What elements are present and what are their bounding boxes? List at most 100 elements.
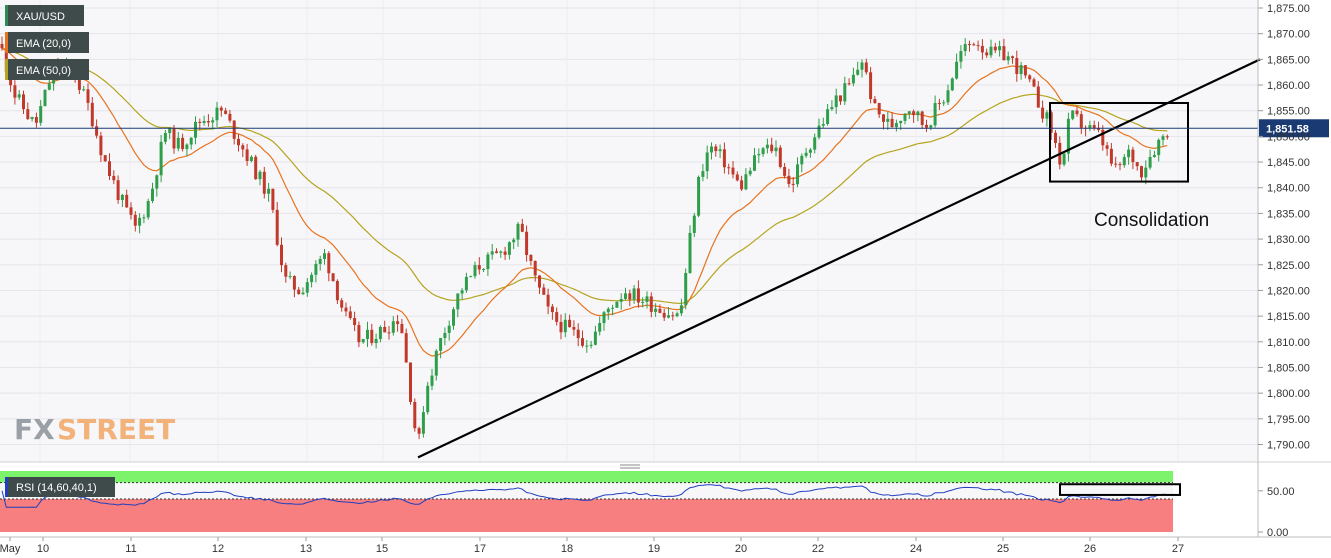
candle-body: [1161, 136, 1165, 140]
candle-body: [787, 175, 791, 184]
candle-body: [611, 307, 615, 309]
candle-body: [383, 326, 387, 333]
candle-body: [525, 231, 529, 256]
legend-rsi[interactable]: RSI (14,60,40,1): [5, 477, 115, 497]
candle-body: [39, 106, 43, 123]
candle-body: [972, 44, 976, 46]
candle-body: [361, 339, 365, 343]
candle-body: [1079, 114, 1083, 128]
candle-body: [808, 149, 812, 153]
y-tick-label: 1,825.00: [1267, 260, 1310, 272]
candle-body: [843, 83, 847, 102]
y-tick-label: 1,795.00: [1267, 414, 1310, 426]
candle-body: [963, 44, 967, 52]
candle-body: [168, 128, 172, 133]
legend-ema-50[interactable]: EMA (50,0): [5, 59, 89, 80]
candle-body: [327, 253, 331, 274]
y-tick-label: 1,820.00: [1267, 285, 1310, 297]
candle-body: [30, 117, 34, 120]
candle-body: [619, 298, 623, 302]
candle-body: [718, 149, 722, 152]
candle-body: [555, 312, 559, 322]
candle-body: [826, 109, 830, 124]
candle-body: [486, 254, 490, 270]
legend-ema-20[interactable]: EMA (20,0): [5, 32, 89, 53]
candle-body: [937, 103, 941, 105]
y-tick-label: 1,870.00: [1267, 29, 1310, 41]
candle-body: [90, 102, 94, 127]
candle-body: [679, 305, 683, 314]
candle-body: [1088, 125, 1092, 129]
y-tick-label: 1,875.00: [1267, 3, 1310, 15]
candle-body: [559, 321, 563, 333]
candle-body: [839, 95, 842, 102]
candle-body: [1045, 112, 1049, 119]
candle-body: [224, 110, 228, 114]
candle-body: [925, 124, 928, 128]
candle-body: [1114, 163, 1118, 165]
candle-body: [649, 296, 653, 312]
candle-body: [894, 123, 898, 128]
candle-body: [916, 111, 920, 116]
x-tick-label: 25: [997, 543, 1009, 555]
candle-body: [387, 332, 391, 334]
candle-body: [335, 281, 339, 301]
candle-body: [189, 137, 193, 145]
candle-body: [722, 149, 726, 168]
candle-body: [275, 209, 279, 245]
grid: [0, 7, 1258, 445]
candle-body: [1140, 166, 1143, 178]
y-tick-label: 1,855.00: [1267, 106, 1310, 118]
candle-body: [516, 223, 520, 240]
rsi-neutral-zone: [0, 482, 1173, 500]
candle-body: [219, 107, 223, 111]
candle-body: [404, 333, 408, 363]
candle-body: [520, 223, 524, 232]
candle-body: [469, 276, 473, 278]
time-axis: May 10 11 12 13 15 17 18 19 20 22 24 25 26 27: [0, 537, 1184, 555]
candle-body: [99, 135, 103, 156]
candle-body: [396, 321, 400, 324]
candle-body: [245, 149, 249, 161]
candle-body: [959, 51, 963, 62]
candle-body: [142, 217, 146, 219]
x-tick-label: 27: [1172, 543, 1184, 555]
candle-body: [439, 338, 443, 351]
candle-body: [1049, 112, 1053, 133]
candle-body: [1015, 58, 1019, 74]
consolidation-box[interactable]: [1049, 102, 1189, 183]
candle-body: [1118, 164, 1122, 166]
candle-body: [215, 107, 219, 121]
candle-body: [112, 175, 116, 181]
candle-body: [1122, 157, 1126, 166]
candle-body: [585, 345, 589, 347]
rsi-consolidation-box[interactable]: [1059, 483, 1181, 496]
candle-body: [765, 144, 769, 149]
candle-body: [778, 147, 782, 167]
candle-body: [129, 207, 133, 215]
candle-body: [133, 214, 137, 226]
candle-body: [1157, 139, 1161, 156]
x-tick-label: 13: [300, 543, 312, 555]
candle-body: [490, 251, 494, 255]
candle-body: [748, 170, 752, 175]
panel-resize-handle[interactable]: [620, 464, 640, 469]
candle-body: [456, 293, 460, 310]
candle-body: [563, 319, 567, 333]
legend-symbol[interactable]: XAU/USD: [5, 5, 84, 26]
candle-body: [920, 111, 924, 125]
candle-body: [0, 43, 4, 49]
candle-body: [271, 188, 275, 210]
candle-body: [602, 312, 606, 324]
candle-body: [353, 317, 357, 326]
candle-body: [1135, 162, 1139, 167]
candle-body: [1097, 127, 1100, 130]
candle-body: [125, 194, 129, 208]
candle-body: [1105, 145, 1109, 149]
trendline[interactable]: [417, 58, 1261, 459]
candle-body: [159, 141, 163, 176]
candle-body: [1002, 46, 1006, 61]
candle-body: [1092, 125, 1096, 128]
legend-ema-50-label: EMA (50,0): [16, 65, 71, 77]
candle-body: [254, 156, 258, 180]
